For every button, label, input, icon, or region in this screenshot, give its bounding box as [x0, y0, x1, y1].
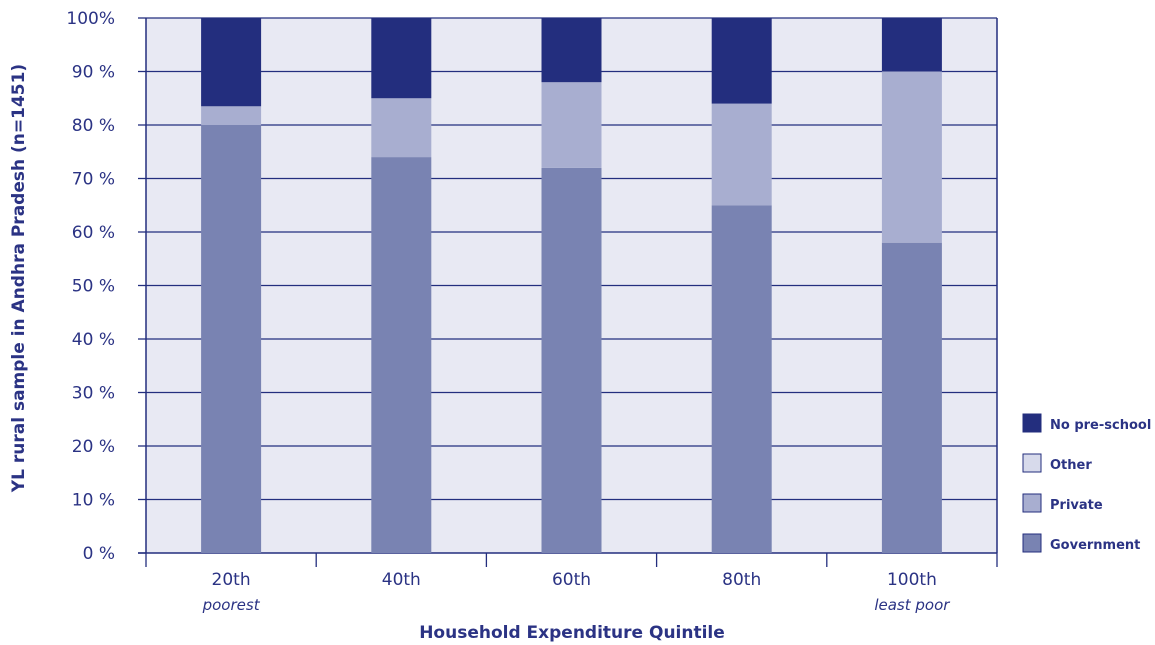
legend-label-government: Government — [1050, 538, 1140, 553]
bars — [201, 18, 942, 554]
legend-swatch-no-pre-school — [1022, 413, 1042, 433]
x-tick-label: 20th — [212, 570, 251, 590]
y-tick-label: 0 % — [83, 544, 115, 564]
legend-label-private: Private — [1050, 498, 1103, 513]
bar-no-pre-school-80th — [711, 18, 772, 104]
y-tick-label: 70 % — [72, 170, 115, 190]
legend: No pre-school Other Private Government — [1022, 413, 1151, 553]
y-tick-label: 10 % — [72, 491, 115, 511]
legend-swatch-private — [1022, 493, 1042, 513]
legend-swatch-government — [1022, 533, 1042, 553]
x-tick-label: 40th — [382, 570, 421, 590]
legend-label-other: Other — [1050, 458, 1092, 473]
legend-label-no-pre-school: No pre-school — [1050, 418, 1151, 433]
y-tick-label: 40 % — [72, 330, 115, 350]
y-tick-label: 20 % — [72, 437, 115, 457]
bar-private-60th — [541, 82, 602, 168]
x-tick-label: 100th — [887, 570, 937, 590]
x-tick-label: 60th — [552, 570, 591, 590]
bar-government-80th — [711, 205, 772, 553]
legend-swatch-other — [1022, 453, 1042, 473]
bar-no-pre-school-20th — [201, 18, 262, 107]
y-axis-title: YL rural sample in Andhra Pradesh (n=145… — [9, 64, 29, 493]
bar-no-pre-school-40th — [371, 18, 432, 99]
x-tick-sublabel: least poor — [874, 596, 950, 614]
bar-private-20th — [201, 106, 262, 125]
y-tick-label: 50 % — [72, 277, 115, 297]
bar-private-40th — [371, 98, 432, 158]
bar-government-40th — [371, 157, 432, 553]
bar-no-pre-school-60th — [541, 18, 602, 83]
bar-no-pre-school-100th — [881, 18, 942, 72]
y-tick-label: 60 % — [72, 223, 115, 243]
y-tick-label: 80 % — [72, 116, 115, 136]
bar-government-100th — [881, 242, 942, 553]
y-tick-label: 100% — [66, 9, 115, 29]
bar-government-20th — [201, 125, 262, 553]
x-tick-sublabel: poorest — [202, 596, 261, 614]
x-axis: 20th poorest 40th 60th 80th 100th least poor — [138, 552, 998, 614]
y-tick-label: 30 % — [72, 384, 115, 404]
bar-government-60th — [541, 167, 602, 554]
bar-private-80th — [711, 103, 772, 206]
y-tick-label: 90 % — [72, 63, 115, 83]
y-axis: 0 % 10 % 20 % 30 % 40 % 50 % 60 % 70 % 80 % 90 % 1… — [66, 9, 146, 564]
x-tick-label: 80th — [722, 570, 761, 590]
bar-private-100th — [881, 71, 942, 243]
x-axis-title: Household Expenditure Quintile — [419, 623, 725, 643]
